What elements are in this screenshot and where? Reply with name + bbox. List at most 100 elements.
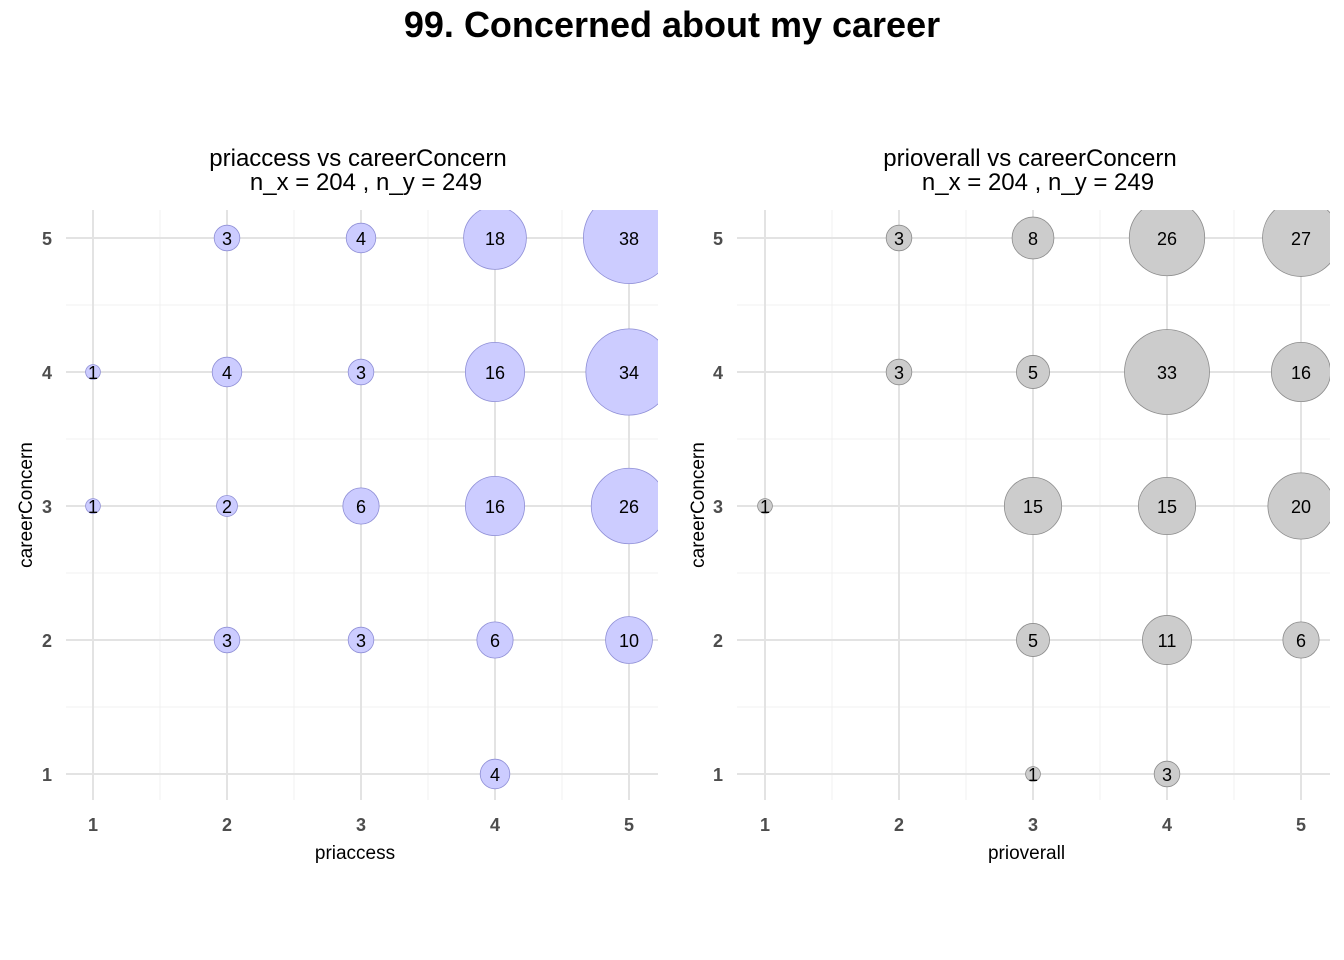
bubble-count-label: 6 xyxy=(356,497,366,517)
bubble-count-label: 26 xyxy=(1157,229,1177,249)
bubble-count-label: 6 xyxy=(490,631,500,651)
y-tick-label: 3 xyxy=(713,497,723,517)
y-tick-label: 3 xyxy=(42,497,52,517)
bubble-point xyxy=(1003,476,1063,536)
bubble-count-label: 3 xyxy=(222,631,232,651)
bubble-point xyxy=(585,328,658,416)
bubble-point xyxy=(1262,210,1330,277)
bubble-count-label: 34 xyxy=(619,363,639,383)
y-axis-title: careerConcern xyxy=(16,442,37,568)
bubble-count-label: 18 xyxy=(485,229,505,249)
bubble-point xyxy=(1016,355,1050,389)
y-tick-label: 4 xyxy=(713,363,723,383)
bubble-count-label: 16 xyxy=(1291,363,1311,383)
bubble-count-label: 1 xyxy=(88,497,98,517)
bubble-count-label: 3 xyxy=(894,229,904,249)
bubble-point xyxy=(885,224,913,252)
figure-title: 99. Concerned about my career xyxy=(403,4,941,45)
bubble-count-label: 1 xyxy=(88,363,98,383)
panel-title: priaccess vs careerConcern xyxy=(209,145,506,172)
panel-prioverall: 3 8 26 27 3 5 33 16 1 15 15 20 5 11 6 1 3 1 2 3 4 5 1 2 3 4 5 priov… xyxy=(688,145,1330,864)
bubble-point xyxy=(347,358,375,386)
x-tick-label: 4 xyxy=(490,815,500,835)
panel-subtitle: n_x = 204 , n_y = 249 xyxy=(250,169,482,196)
bubble-count-label: 5 xyxy=(1028,631,1038,651)
bubble-point xyxy=(1282,621,1320,659)
bubble-layer xyxy=(757,210,1330,788)
y-tick-label: 1 xyxy=(42,765,52,785)
x-tick-label: 3 xyxy=(356,815,366,835)
bubble-point xyxy=(85,498,101,514)
y-axis-title: careerConcern xyxy=(688,442,709,568)
bubble-point xyxy=(1011,216,1055,260)
bubble-count-label: 4 xyxy=(356,229,366,249)
bubble-point xyxy=(216,495,238,517)
bubble-point xyxy=(345,222,377,254)
bubble-count-label: 6 xyxy=(1296,631,1306,651)
x-tick-label: 2 xyxy=(222,815,232,835)
bubble-point xyxy=(757,498,773,514)
bubble-count-label: 15 xyxy=(1023,497,1043,517)
panel-subtitle: n_x = 204 , n_y = 249 xyxy=(922,169,1154,196)
bubble-point xyxy=(1267,472,1330,540)
bubble-point xyxy=(464,475,525,536)
bubble-point xyxy=(211,356,243,388)
bubble-count-label: 20 xyxy=(1291,497,1311,517)
bubble-count-label: 15 xyxy=(1157,497,1177,517)
bubble-point xyxy=(1128,210,1206,277)
bubble-count-label: 16 xyxy=(485,497,505,517)
bubble-count-label: 8 xyxy=(1028,229,1038,249)
bubble-point xyxy=(1142,615,1192,665)
bubble-count-label: 3 xyxy=(1162,765,1172,785)
bubble-point xyxy=(590,467,658,545)
bubble-count-label: 3 xyxy=(356,631,366,651)
bubble-point xyxy=(476,621,514,659)
bubble-count-label: 26 xyxy=(619,497,639,517)
bubble-point xyxy=(1271,342,1330,402)
bubble-count-label: 1 xyxy=(1028,765,1038,785)
panel-title: prioverall vs careerConcern xyxy=(883,145,1176,172)
bubble-point xyxy=(213,224,241,252)
bubble-count-label: 3 xyxy=(356,363,366,383)
bubble-count-label: 16 xyxy=(485,363,505,383)
y-tick-label: 1 xyxy=(713,765,723,785)
bubble-point xyxy=(885,358,913,386)
bubble-count-label: 10 xyxy=(619,631,639,651)
bubble-point xyxy=(85,364,101,380)
bubble-count-label: 3 xyxy=(894,363,904,383)
x-tick-label: 5 xyxy=(1296,815,1306,835)
bubble-count-label: 2 xyxy=(222,497,232,517)
bubble-layer xyxy=(85,210,658,790)
x-axis-title: prioverall xyxy=(988,843,1065,864)
x-tick-label: 1 xyxy=(88,815,98,835)
bubble-count-label: 5 xyxy=(1028,363,1038,383)
bubble-count-label: 1 xyxy=(760,497,770,517)
bubble-point xyxy=(479,758,511,790)
x-tick-label: 2 xyxy=(894,815,904,835)
bubble-point xyxy=(582,210,658,285)
bubble-point xyxy=(605,616,653,664)
bubble-point xyxy=(463,210,527,270)
x-tick-label: 3 xyxy=(1028,815,1038,835)
y-tick-label: 2 xyxy=(713,631,723,651)
bubble-point xyxy=(1153,760,1181,788)
bubble-point xyxy=(1137,476,1197,536)
bubble-count-label: 38 xyxy=(619,229,639,249)
bubble-point xyxy=(464,341,525,402)
y-tick-label: 2 xyxy=(42,631,52,651)
bubble-count-label: 3 xyxy=(222,229,232,249)
bubble-point xyxy=(342,487,380,525)
bubble-count-label: 4 xyxy=(222,363,232,383)
bubble-point xyxy=(347,626,375,654)
bubble-count-label: 11 xyxy=(1158,631,1177,651)
y-tick-label: 4 xyxy=(42,363,52,383)
bubble-count-label: 4 xyxy=(490,765,500,785)
bubble-count-label: 33 xyxy=(1157,363,1177,383)
x-tick-label: 5 xyxy=(624,815,634,835)
bubble-point xyxy=(213,626,241,654)
bubble-count-label: 27 xyxy=(1291,229,1311,249)
bubble-point xyxy=(1124,329,1210,415)
y-tick-label: 5 xyxy=(42,229,52,249)
